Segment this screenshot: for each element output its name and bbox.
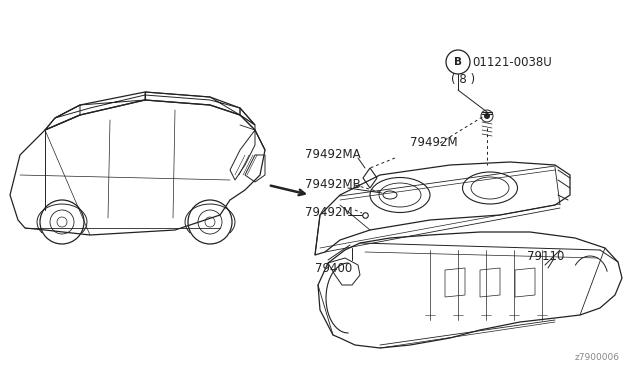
Text: 79400: 79400 [315, 262, 352, 275]
Text: 79492M: 79492M [410, 137, 458, 150]
Text: 79492MA: 79492MA [305, 148, 360, 161]
Text: 01121-0038U: 01121-0038U [472, 55, 552, 68]
Text: ( 8 ): ( 8 ) [451, 73, 475, 86]
Text: 79110: 79110 [527, 250, 564, 263]
Text: B: B [454, 57, 462, 67]
Text: 79492M: 79492M [305, 206, 353, 219]
Text: 79492MB: 79492MB [305, 179, 361, 192]
Text: z7900006: z7900006 [575, 353, 620, 362]
Circle shape [481, 110, 493, 122]
Circle shape [484, 113, 490, 119]
